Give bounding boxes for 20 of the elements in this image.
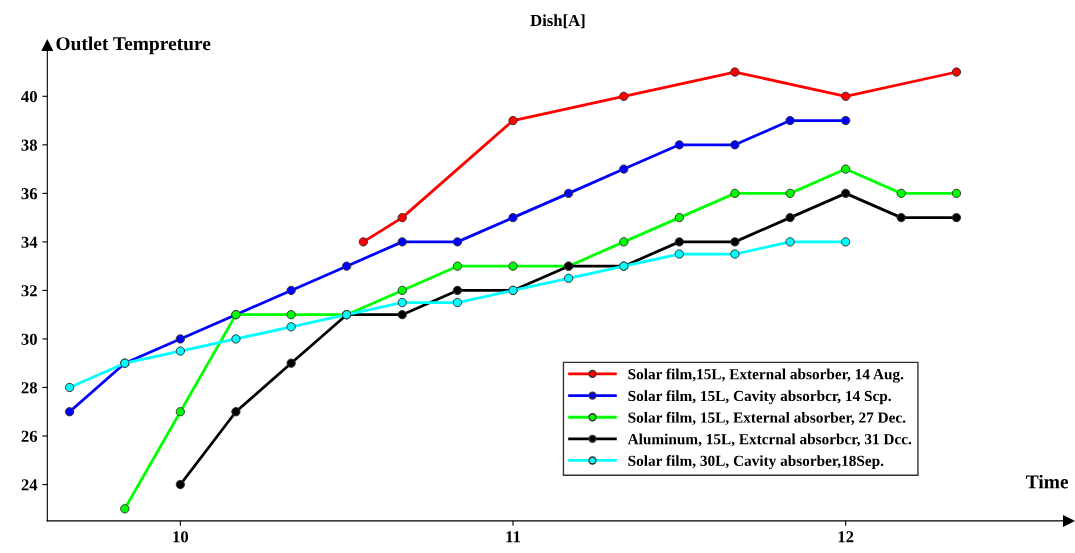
legend-label: Aluminum, 15L, Extcrnal absorbcr, 31 Dcc. <box>627 433 912 447</box>
y-tick-label: 34 <box>21 236 38 248</box>
legend-label: Solar film,15L, External absorber, 14 Aug. <box>628 368 904 383</box>
legend-label: Solar film, 15L, External absorber, 27 Dec. <box>628 411 906 425</box>
x-tick-label: 10 <box>173 531 189 543</box>
x-tick-label: 12 <box>838 531 854 543</box>
y-tick-label: 24 <box>21 479 38 491</box>
x-tick-label: 11 <box>506 531 521 543</box>
y-tick-label: 28 <box>21 382 38 394</box>
y-axis-title: Outlet Tempreture <box>56 36 211 55</box>
x-axis-title: Time <box>1025 474 1069 489</box>
y-tick-label: 36 <box>21 188 38 200</box>
y-tick-label: 32 <box>21 285 37 297</box>
legend-label: Solar film, 30L, Cavity absorber,18Sep. <box>628 455 884 470</box>
y-tick-label: 26 <box>21 430 38 442</box>
y-tick-label: 40 <box>21 91 37 103</box>
y-tick-label: 30 <box>21 333 37 345</box>
y-tick-label: 38 <box>21 139 38 151</box>
legend-label: Solar film, 15L, Cavity absorbcr, 14 Scp. <box>628 390 891 405</box>
chart-title: Dish[A] <box>530 14 585 29</box>
